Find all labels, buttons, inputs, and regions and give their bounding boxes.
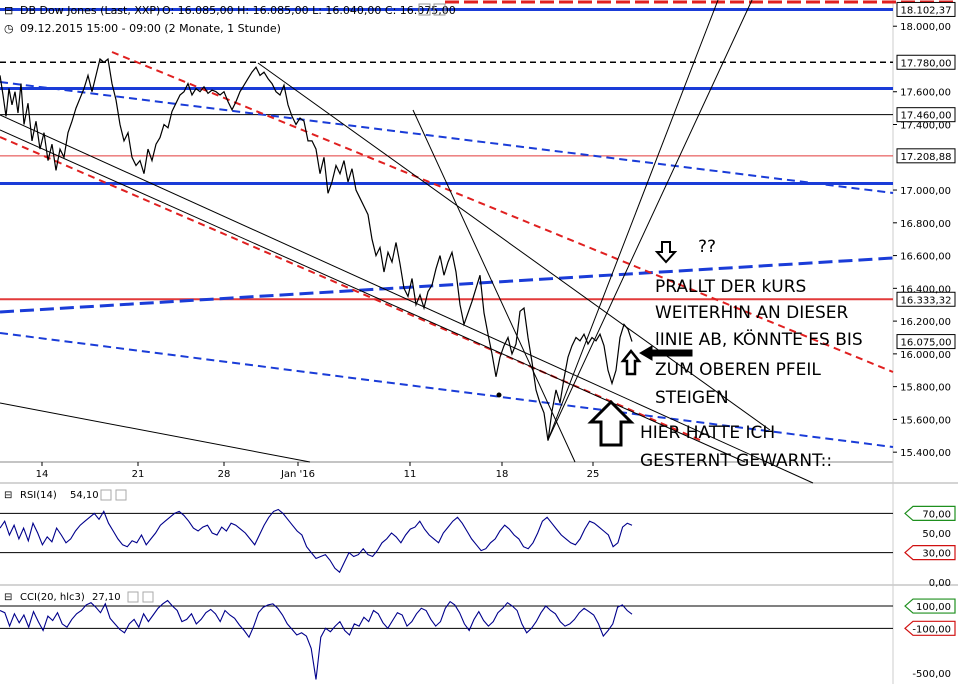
black-channel-1 [0, 129, 746, 463]
black-channel-2 [0, 114, 814, 484]
rsi-level-badge-0 [904, 505, 956, 521]
chart-header: ⊟ DB Dow Jones (Last, XXP) O: 16.085,00 … [4, 3, 456, 35]
y-badge-label-2: 17.460,00 [901, 111, 952, 122]
x-tick-label-3: Jan '16 [280, 469, 315, 480]
rsi-level-badge-2 [904, 545, 956, 561]
y-badge-2 [896, 107, 956, 123]
question-marks: ?? [698, 237, 716, 257]
rsi-close-icon[interactable] [115, 489, 127, 501]
rsi-tick-label-2: 30,00 [922, 549, 951, 560]
trend-lines [0, 0, 894, 484]
x-axis-ticks: 14 21 28 Jan '16 11 18 25 [36, 462, 600, 480]
black-channel-3 [257, 62, 771, 431]
y-tick-label-6: 16.400,00 [900, 284, 951, 295]
rsi-settings-icon[interactable] [100, 489, 112, 501]
clock-icon: ◷ [4, 22, 14, 35]
black-fan-2 [547, 0, 719, 441]
y-tick-label-5: 16.600,00 [900, 252, 951, 263]
rsi-collapse-icon[interactable]: ⊟ [4, 490, 12, 501]
y-tick-label-8: 16.000,00 [900, 350, 951, 361]
y-badge-5 [896, 334, 956, 350]
cci-close-icon[interactable] [142, 591, 154, 603]
black-channel-4 [0, 402, 311, 463]
rsi-value: 54,10 [70, 490, 99, 501]
chart-title: DB Dow Jones (Last, XXP) [20, 4, 160, 17]
y-tick-label-4: 16.800,00 [900, 219, 951, 230]
rsi-label: RSI(14) [20, 490, 57, 501]
x-tick-label-2: 28 [218, 469, 231, 480]
y-badge-3 [896, 148, 956, 164]
rsi-tick-label-3: 0,00 [929, 578, 951, 589]
x-tick-label-0: 14 [36, 469, 49, 480]
y-tick-label-0: 18.000,00 [900, 22, 951, 33]
blue-dashed-upper [0, 81, 894, 194]
y-badge-label-3: 17.208,88 [901, 152, 952, 163]
blue-dashed-lower [0, 332, 894, 448]
cci-tick-label-1: -100,00 [912, 624, 951, 635]
y-badge-label-5: 16.075,00 [901, 338, 952, 349]
black-fan-1 [412, 109, 576, 463]
ohlc-readout: O: 16.085,00 H: 16.085,00 L: 16.040,00 C… [162, 4, 456, 17]
cci-panel: ⊟ CCI(20, hlc3) 27,10 100,00 -100,00 -500,… [0, 591, 956, 680]
y-badge-0 [896, 1, 956, 17]
rsi-tick-label-1: 50,00 [922, 529, 951, 540]
blue-dashed-mid [0, 256, 894, 314]
up-arrow-small-icon [620, 348, 642, 376]
cci-tick-label-0: 100,00 [916, 602, 951, 613]
rsi-panel: ⊟ RSI(14) 54,10 70,00 50,00 30,00 0,00 [0, 489, 956, 589]
y-tick-label-9: 15.800,00 [900, 383, 951, 394]
x-tick-label-4: 11 [404, 469, 417, 480]
y-tick-label-1: 17.600,00 [900, 88, 951, 99]
x-tick-label-5: 18 [496, 469, 509, 480]
annotation-line-5: STEIGEN [655, 388, 729, 408]
annotation-warn-1: HIER HATTE ICH [640, 423, 775, 443]
rsi-tick-label-0: 70,00 [922, 509, 951, 520]
cci-label: CCI(20, hlc3) [20, 592, 85, 603]
rsi-line [0, 508, 633, 574]
chart-datetime: 09.12.2015 15:00 - 09:00 (2 Monate, 1 St… [20, 22, 281, 35]
y-badge-label-0: 18.102,37 [901, 5, 952, 16]
annotation-line-3: lINIE AB, KÖNNTE ES BIS [655, 328, 863, 350]
y-badge-label-1: 17.780,00 [901, 58, 952, 69]
cci-value: 27,10 [92, 592, 121, 603]
close-icon[interactable] [433, 3, 446, 16]
y-tick-label-11: 15.400,00 [900, 448, 951, 459]
y-axis-ticks: 18.000,00 17.600,00 17.400,00 17.000,00 16.8… [893, 22, 951, 459]
cci-level-badge-0 [904, 598, 956, 614]
red-dashed-upper [111, 51, 894, 373]
collapse-icon[interactable]: ⊟ [4, 4, 13, 17]
annotation-line-2: WEITERHIN AN DIESER [655, 303, 849, 323]
y-badge-label-4: 16.333,32 [901, 295, 952, 306]
annotations: ?? PRALLT DER kURS WEITERHIN AN DIESER l… [587, 237, 863, 471]
price-panel [0, 0, 893, 462]
settings-icon[interactable] [418, 3, 431, 16]
y-tick-label-10: 15.600,00 [900, 415, 951, 426]
cci-settings-icon[interactable] [127, 591, 139, 603]
y-axis-badges: 18.102,37 17.780,00 17.460,00 17.208,88 16.3… [896, 1, 956, 350]
price-line [0, 57, 633, 441]
cci-level-badge-1 [904, 620, 956, 636]
cci-line [0, 599, 633, 680]
annotation-line-4: ZUM OBEREN PFEIL [655, 360, 821, 380]
down-arrow-icon [654, 241, 678, 264]
x-tick-label-6: 25 [587, 469, 600, 480]
y-badge-1 [896, 54, 956, 70]
y-tick-label-2: 17.400,00 [900, 121, 951, 132]
left-arrow-icon [639, 345, 693, 361]
y-tick-label-7: 16.200,00 [900, 317, 951, 328]
annotation-warn-2: GESTERNT GEWARNT:: [640, 451, 832, 471]
y-badge-4 [896, 291, 956, 307]
y-tick-label-3: 17.000,00 [900, 186, 951, 197]
up-arrow-large-icon [587, 399, 635, 447]
x-tick-label-1: 21 [132, 469, 145, 480]
price-dot [496, 392, 502, 398]
annotation-line-1: PRALLT DER kURS [655, 277, 806, 297]
cci-tick-label-2: -500,00 [912, 669, 951, 680]
black-fan-3 [547, 0, 753, 441]
cci-collapse-icon[interactable]: ⊟ [4, 592, 12, 603]
